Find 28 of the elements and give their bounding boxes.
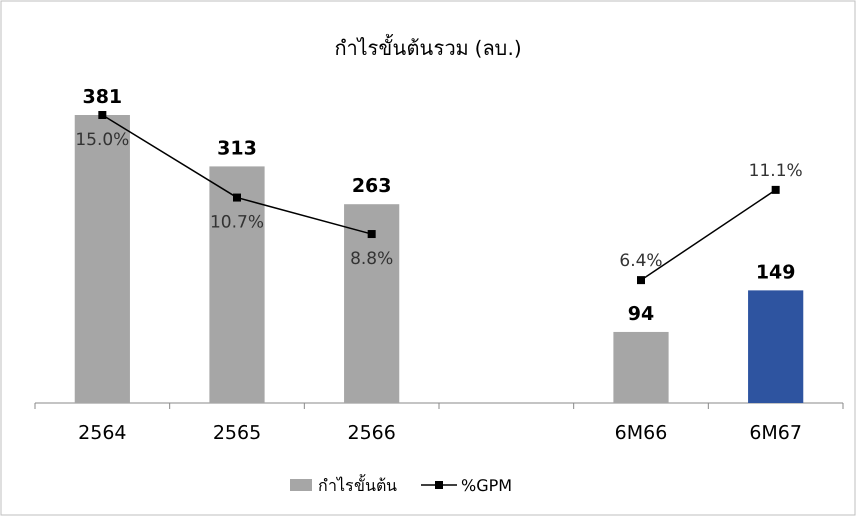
x-tick-label: 6M66 [614, 422, 668, 444]
bar [748, 290, 804, 403]
x-tick-label: 2565 [212, 422, 262, 444]
bar [613, 332, 669, 403]
data-label: 263 [352, 175, 392, 198]
data-label: 11.1% [748, 160, 803, 181]
data-label: 8.8% [350, 249, 394, 270]
data-label: 10.7% [210, 212, 264, 233]
data-label: 313 [217, 137, 257, 160]
data-label: 15.0% [75, 130, 130, 150]
data-label: 149 [756, 261, 796, 284]
point [233, 194, 241, 202]
chart-title: กำไรขั้นต้นรวม (ลบ.) [334, 34, 522, 60]
x-tick-label: 2566 [347, 422, 396, 444]
x-tick-label: 2564 [78, 422, 127, 444]
legend-label: %GPM [461, 476, 512, 495]
legend-label: กำไรขั้นต้น [318, 474, 397, 495]
data-label: 6.4% [619, 251, 663, 272]
point [772, 186, 780, 194]
data-label: 381 [82, 86, 122, 108]
bar [344, 204, 400, 403]
bar [74, 115, 130, 403]
point [368, 230, 376, 238]
data-label: 94 [628, 302, 654, 325]
point [637, 276, 645, 284]
x-tick-label: 6M67 [749, 422, 802, 444]
point [98, 111, 106, 119]
bar [209, 166, 265, 403]
